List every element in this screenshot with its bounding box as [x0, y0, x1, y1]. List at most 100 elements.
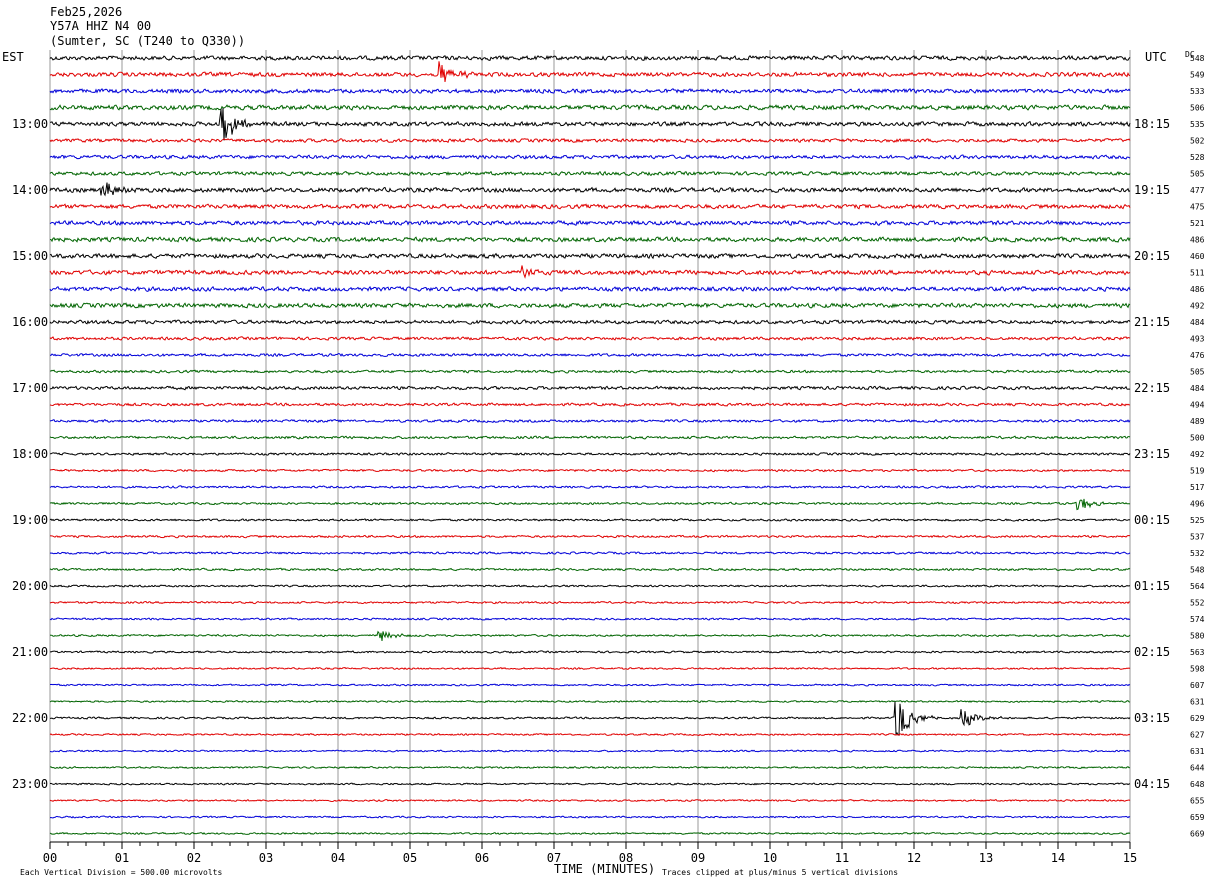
seismic-trace: [49, 600, 1131, 605]
seismic-trace: [49, 252, 1131, 260]
seismic-trace: [49, 551, 1131, 555]
seismic-trace: [49, 498, 1131, 511]
left-hour-label: 18:00: [12, 447, 48, 461]
right-hour-label: 20:15: [1134, 249, 1170, 263]
header-date: Feb25,2026: [50, 5, 122, 19]
clip-note: Traces clipped at plus/minus 5 vertical …: [662, 868, 898, 877]
dc-offset-label: 500: [1190, 434, 1205, 443]
dc-offset-label: 655: [1190, 797, 1205, 806]
x-tick-label: 03: [259, 851, 273, 865]
x-tick-label: 09: [691, 851, 705, 865]
seismic-trace: [49, 352, 1131, 358]
seismic-trace: [49, 154, 1131, 160]
dc-offset-label: 475: [1190, 203, 1205, 212]
right-hour-label: 01:15: [1134, 579, 1170, 593]
dc-offset-label: 533: [1190, 87, 1205, 96]
left-axis-label: EST: [2, 50, 24, 64]
seismic-trace: [49, 170, 1131, 177]
dc-offset-label: 580: [1190, 632, 1205, 641]
right-hour-label: 04:15: [1134, 777, 1170, 791]
dc-offset-label: 525: [1190, 516, 1205, 525]
seismic-trace: [49, 203, 1131, 210]
seismic-trace: [49, 336, 1131, 341]
dc-offset-label: 598: [1190, 665, 1205, 674]
right-hour-label: 18:15: [1134, 117, 1170, 131]
left-hour-label: 17:00: [12, 381, 48, 395]
seismic-trace: [49, 567, 1131, 572]
dc-offset-label: 644: [1190, 764, 1205, 773]
right-hour-labels: 18:15 19:15 20:15 21:15 22:15 23:15 00:15 01:15…: [1134, 117, 1170, 791]
dc-offset-label: 511: [1190, 269, 1205, 278]
dc-offset-label: 484: [1190, 318, 1205, 327]
seismic-trace: [49, 584, 1131, 588]
seismic-trace: [49, 369, 1131, 374]
dc-offset-label: 659: [1190, 813, 1205, 822]
x-tick-label: 08: [619, 851, 633, 865]
seismic-trace: [49, 236, 1131, 243]
seismic-trace: [49, 617, 1131, 621]
dc-offset-label: 493: [1190, 335, 1205, 344]
x-axis-title: TIME (MINUTES): [554, 862, 655, 876]
dc-offset-label: 492: [1190, 450, 1205, 459]
seismic-trace: [49, 435, 1131, 440]
right-hour-label: 22:15: [1134, 381, 1170, 395]
left-hour-label: 20:00: [12, 579, 48, 593]
dc-offset-label: 517: [1190, 483, 1205, 492]
seismic-trace: [49, 54, 1131, 62]
seismic-trace: [49, 534, 1131, 539]
dc-offset-label: 460: [1190, 252, 1205, 261]
x-tick-label: 13: [979, 851, 993, 865]
seismic-trace: [49, 104, 1131, 111]
seismic-trace: [49, 319, 1131, 325]
dc-offset-label: 574: [1190, 615, 1205, 624]
dc-offset-label: 607: [1190, 681, 1205, 690]
right-hour-label: 02:15: [1134, 645, 1170, 659]
dc-offset-label: 627: [1190, 731, 1205, 740]
x-tick-label: 05: [403, 851, 417, 865]
seismic-trace: [50, 683, 1131, 687]
seismic-trace: [49, 468, 1131, 473]
left-hour-label: 14:00: [12, 183, 48, 197]
grid-lines: [49, 50, 1131, 844]
x-tick-label: 11: [835, 851, 849, 865]
x-tick-label: 14: [1051, 851, 1065, 865]
dc-offset-label: 486: [1190, 236, 1205, 245]
seismic-trace: [49, 518, 1131, 522]
right-hour-label: 00:15: [1134, 513, 1170, 527]
dc-offset-label: 489: [1190, 417, 1205, 426]
seismic-trace: [49, 485, 1131, 489]
x-tick-label: 10: [763, 851, 777, 865]
x-tick-label: 02: [187, 851, 201, 865]
seismic-trace: [49, 182, 1131, 197]
dc-offset-label: 492: [1190, 302, 1205, 311]
seismic-trace: [49, 137, 1131, 144]
dc-offset-label: 648: [1190, 780, 1205, 789]
dc-offset-label: 532: [1190, 549, 1205, 558]
left-hour-label: 13:00: [12, 117, 48, 131]
dc-offset-label: 631: [1190, 747, 1205, 756]
right-axis-label: UTC: [1145, 50, 1167, 64]
dc-offset-label: 669: [1190, 830, 1205, 839]
seismic-trace: [49, 219, 1131, 226]
seismic-trace: [49, 749, 1131, 753]
right-hour-label: 19:15: [1134, 183, 1170, 197]
left-hour-label: 16:00: [12, 315, 48, 329]
dc-offset-label: 476: [1190, 351, 1205, 360]
seismic-trace: [49, 650, 1131, 654]
left-hour-label: 22:00: [12, 711, 48, 725]
left-hour-label: 19:00: [12, 513, 48, 527]
left-hour-label: 23:00: [12, 777, 48, 791]
seismic-trace: [49, 302, 1131, 309]
left-hour-label: 15:00: [12, 249, 48, 263]
dc-offset-label: 549: [1190, 71, 1205, 80]
right-hour-label: 03:15: [1134, 711, 1170, 725]
dc-offset-label: 563: [1190, 648, 1205, 657]
dc-offset-label: 484: [1190, 384, 1205, 393]
dc-offset-label: 629: [1190, 714, 1205, 723]
dc-offset-label: 521: [1190, 219, 1205, 228]
seismic-trace: [49, 732, 1131, 737]
trace-group: [49, 54, 1131, 835]
x-axis: 00 01 02 03 04 05 06 07 08 09 10 11 12 13 14 15: [43, 841, 1137, 865]
left-hour-label: 21:00: [12, 645, 48, 659]
